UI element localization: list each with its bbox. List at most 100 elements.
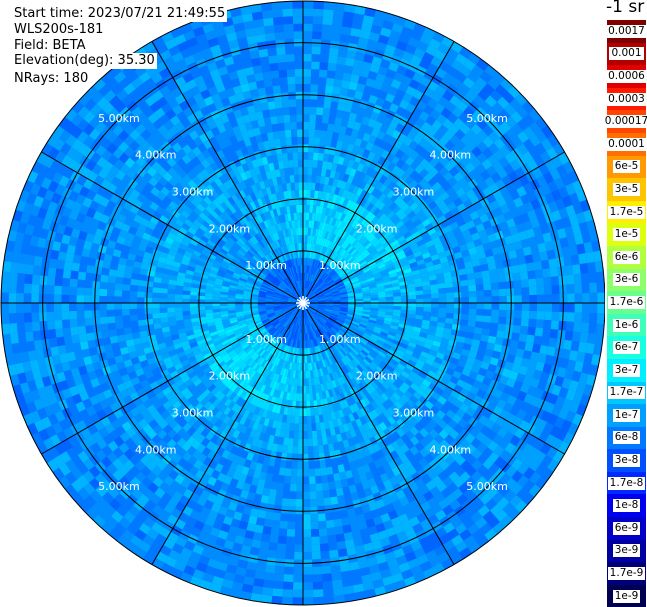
beta-cell [311,174,317,183]
beta-cell [250,310,259,314]
beta-cell [345,190,353,200]
beta-cell [187,355,197,364]
beta-cell [349,370,357,379]
beta-cell [275,390,282,399]
beta-cell [317,229,322,238]
beta-cell [489,357,499,366]
beta-cell [411,404,421,414]
beta-cell [212,453,222,463]
beta-cell [395,409,405,419]
beta-cell [213,314,222,319]
beta-cell [348,136,357,146]
beta-cell [207,403,216,413]
beta-cell [291,453,298,462]
beta-cell [259,339,267,347]
beta-cell [315,392,321,401]
beta-cell [447,362,458,371]
beta-cell [497,274,506,283]
beta-cell [335,266,343,273]
beta-cell [236,286,245,291]
beta-cell [337,409,345,418]
beta-cell [434,161,445,172]
beta-cell [366,394,375,404]
beta-cell [241,245,249,253]
beta-cell [298,257,301,266]
beta-cell [195,215,205,224]
beta-cell [227,409,235,419]
beta-cell [336,342,344,350]
beta-cell [248,350,256,358]
beta-cell [169,186,180,197]
beta-cell [288,438,294,447]
beta-cell [469,345,479,353]
beta-cell [303,159,309,168]
beta-cell [313,362,318,370]
beta-cell [368,373,377,382]
beta-cell [468,314,477,322]
beta-cell [271,154,279,163]
beta-cell [325,138,332,147]
beta-cell [341,408,349,417]
beta-cell [246,436,254,445]
beta-cell [204,242,214,251]
beta-cell [286,321,291,329]
beta-cell [323,100,332,109]
beta-cell [260,464,269,473]
beta-cell [349,259,357,266]
beta-cell [409,227,419,235]
beta-cell [235,464,244,474]
beta-cell [419,148,430,159]
beta-cell [420,231,430,240]
beta-cell [240,215,249,224]
beta-cell [249,327,258,334]
beta-cell [210,162,219,172]
beta-cell [344,319,353,325]
beta-cell [182,422,192,433]
beta-cell [298,363,301,371]
beta-cell [175,319,185,326]
beta-cell [382,437,392,447]
beta-cell [383,368,393,376]
beta-cell [468,370,479,380]
beta-cell [310,304,318,307]
beta-cell [290,274,295,283]
beta-cell [361,165,370,175]
beta-cell [275,215,281,225]
beta-cell [326,349,332,358]
beta-cell [212,198,221,208]
beta-cell [309,306,317,310]
beta-cell [345,199,353,208]
beta-cell [232,471,242,481]
beta-cell [342,157,350,167]
beta-cell [355,418,363,428]
beta-cell [171,152,182,163]
beta-cell [316,107,324,116]
beta-cell [295,499,303,507]
beta-cell [231,403,239,412]
beta-cell [292,227,296,236]
beta-cell [350,324,359,330]
beta-cell [329,260,336,268]
beta-cell [340,416,347,426]
beta-cell [308,307,315,313]
beta-cell [116,235,126,245]
beta-cell [379,106,389,117]
beta-cell [366,176,375,186]
beta-cell [360,249,369,257]
beta-cell [325,296,333,300]
beta-cell [269,285,277,290]
beta-cell [434,241,444,250]
beta-cell [246,185,254,195]
beta-cell [395,208,404,218]
beta-cell [271,339,278,347]
beta-cell [210,222,219,231]
beta-cell [300,363,303,371]
beta-cell [455,341,465,349]
beta-cell [295,250,299,259]
beta-cell [319,229,324,238]
beta-cell [506,288,515,296]
beta-cell [243,243,251,251]
beta-cell [395,187,405,197]
beta-cell [366,354,375,362]
beta-cell [398,223,407,232]
